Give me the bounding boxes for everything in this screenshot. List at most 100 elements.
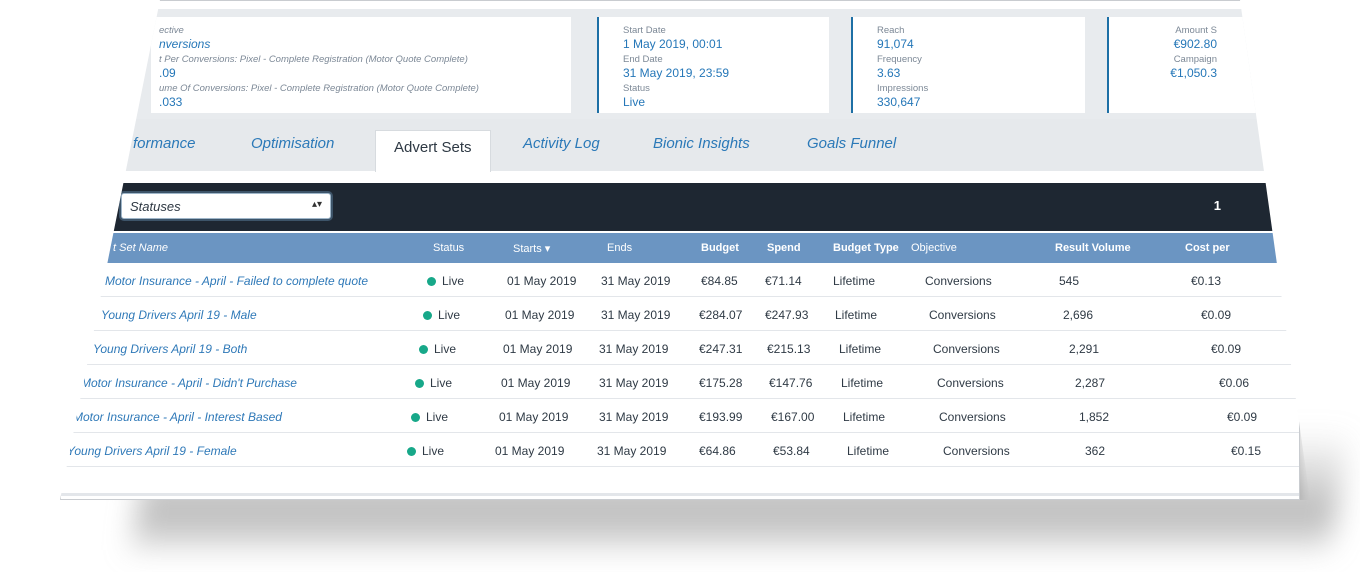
impressions-value: 330,647 (877, 95, 921, 109)
table-row[interactable]: Young Drivers April 19 - Both Live 01 Ma… (61, 331, 1299, 365)
filter-bar: Statuses ▴▾ 1 (61, 183, 1299, 231)
cost-per-cell: €0.15 (1231, 444, 1262, 458)
status-text: Live (422, 444, 445, 458)
tab-optimisation[interactable]: Optimisation (251, 135, 335, 152)
table-row[interactable]: Young Drivers April 19 - Male Live 01 Ma… (61, 297, 1299, 331)
campaign-stats: ective nversions t Per Conversions: Pixe… (61, 9, 1299, 119)
end-date-value: 31 May 2019, 23:59 (623, 66, 730, 80)
status-text: Live (426, 410, 449, 424)
budget-cell: €84.85 (701, 274, 738, 288)
advert-set-name-link[interactable]: Young Drivers April 19 - Both (93, 342, 248, 356)
cost-per-cell: €0.06 (1219, 376, 1250, 390)
advert-set-name-link[interactable]: Motor Insurance - April - Failed to comp… (105, 274, 369, 288)
status-label: Status (623, 83, 650, 94)
starts-cell: 01 May 2019 (507, 274, 577, 288)
tab-bionic-insights[interactable]: Bionic Insights (653, 135, 750, 152)
objective-cell: Conversions (943, 444, 1010, 458)
objective-cell: Conversions (929, 308, 996, 322)
table-row[interactable]: Young Drivers April 19 - Female Live 01 … (61, 433, 1299, 467)
tab-performance[interactable]: formance (133, 135, 196, 152)
table-row[interactable]: Motor Insurance - April - Interest Based… (61, 399, 1299, 433)
starts-cell: 01 May 2019 (499, 410, 569, 424)
stat-card-amount: Amount S €902.80 Campaign €1,050.3 (1107, 17, 1297, 113)
table-row[interactable]: Motor Insurance - April - Failed to comp… (61, 263, 1299, 297)
advert-set-name-link[interactable]: Motor Insurance - April - Didn't Purchas… (81, 376, 297, 390)
budget-type-cell: Lifetime (847, 444, 890, 458)
col-spend[interactable]: Spend (767, 242, 801, 254)
advert-set-name-link[interactable]: Young Drivers April 19 - Female (67, 444, 237, 458)
stat-card-reach: Reach 91,074 Frequency 3.63 Impressions … (851, 17, 1085, 113)
objective-cell: Conversions (933, 342, 1000, 356)
page-number[interactable]: 1 (1213, 198, 1221, 213)
table-header: t Set Name Status Starts ▾ Ends Budget S… (61, 233, 1299, 263)
budget-cell: €175.28 (699, 376, 743, 390)
amount-spent-label: Amount S (1175, 25, 1217, 36)
cost-per-conversion-label: t Per Conversions: Pixel - Complete Regi… (159, 54, 468, 65)
objective-cell: Conversions (937, 376, 1004, 390)
col-budget[interactable]: Budget (701, 242, 739, 254)
ends-cell: 31 May 2019 (597, 444, 667, 458)
table-footer-divider (61, 493, 1299, 496)
budget-type-cell: Lifetime (835, 308, 878, 322)
budget-cell: €284.07 (699, 308, 743, 322)
budget-type-cell: Lifetime (833, 274, 876, 288)
reach-value: 91,074 (877, 37, 914, 51)
budget-type-cell: Lifetime (841, 376, 884, 390)
col-starts[interactable]: Starts ▾ (513, 243, 551, 255)
tab-advert-sets[interactable]: Advert Sets (375, 130, 491, 172)
campaign-budget-value: €1,050.3 (1170, 66, 1217, 80)
ends-cell: 31 May 2019 (601, 308, 671, 322)
budget-type-cell: Lifetime (843, 410, 886, 424)
reach-label: Reach (877, 25, 905, 36)
select-caret-icon: ▴▾ (311, 199, 322, 210)
spend-cell: €215.13 (767, 342, 811, 356)
start-date-value: 1 May 2019, 00:01 (623, 37, 723, 51)
col-status[interactable]: Status (433, 242, 465, 254)
start-date-label: Start Date (623, 25, 666, 36)
tab-activity-log[interactable]: Activity Log (523, 135, 600, 152)
advert-set-name-link[interactable]: Motor Insurance - April - Interest Based (73, 410, 282, 424)
budget-cell: €193.99 (699, 410, 743, 424)
cost-per-conversion-value: .09 (159, 66, 176, 80)
cost-per-cell: €0.09 (1201, 308, 1232, 322)
result-volume-cell: 2,287 (1075, 376, 1106, 390)
status-cell: Live (411, 410, 448, 424)
ends-cell: 31 May 2019 (599, 376, 669, 390)
result-volume-cell: 2,291 (1069, 342, 1100, 356)
table-row[interactable]: Motor Insurance - April - Didn't Purchas… (61, 365, 1299, 399)
live-status-dot (427, 277, 436, 286)
col-cost-per[interactable]: Cost per (1185, 242, 1230, 254)
status-cell: Live (415, 376, 452, 390)
starts-cell: 01 May 2019 (501, 376, 571, 390)
col-objective[interactable]: Objective (911, 242, 957, 254)
objective-label: ective (159, 25, 184, 36)
volume-conversions-value: .033 (159, 95, 183, 109)
status-filter-select[interactable]: Statuses ▴▾ (121, 193, 331, 219)
spend-cell: €247.93 (765, 308, 809, 322)
tab-goals-funnel[interactable]: Goals Funnel (807, 135, 897, 152)
result-volume-cell: 362 (1085, 444, 1106, 458)
result-volume-cell: 2,696 (1063, 308, 1094, 322)
starts-cell: 01 May 2019 (495, 444, 565, 458)
frequency-value: 3.63 (877, 66, 901, 80)
col-budget-type[interactable]: Budget Type (833, 242, 899, 254)
frequency-label: Frequency (877, 54, 922, 65)
col-ends[interactable]: Ends (607, 242, 633, 254)
status-text: Live (442, 274, 465, 288)
result-volume-cell: 1,852 (1079, 410, 1110, 424)
spend-cell: €167.00 (771, 410, 815, 424)
stat-card-objective: ective nversions t Per Conversions: Pixe… (151, 17, 571, 113)
col-advert-set-name[interactable]: t Set Name (113, 242, 169, 254)
objective-cell: Conversions (925, 274, 992, 288)
starts-cell: 01 May 2019 (505, 308, 575, 322)
spend-cell: €53.84 (773, 444, 810, 458)
advert-set-name-link[interactable]: Young Drivers April 19 - Male (101, 308, 257, 322)
spend-cell: €71.14 (765, 274, 802, 288)
impressions-label: Impressions (877, 83, 929, 94)
end-date-label: End Date (623, 54, 663, 65)
status-text: Live (430, 376, 453, 390)
col-result-volume[interactable]: Result Volume (1055, 242, 1131, 254)
ends-cell: 31 May 2019 (601, 274, 671, 288)
starts-cell: 01 May 2019 (503, 342, 573, 356)
